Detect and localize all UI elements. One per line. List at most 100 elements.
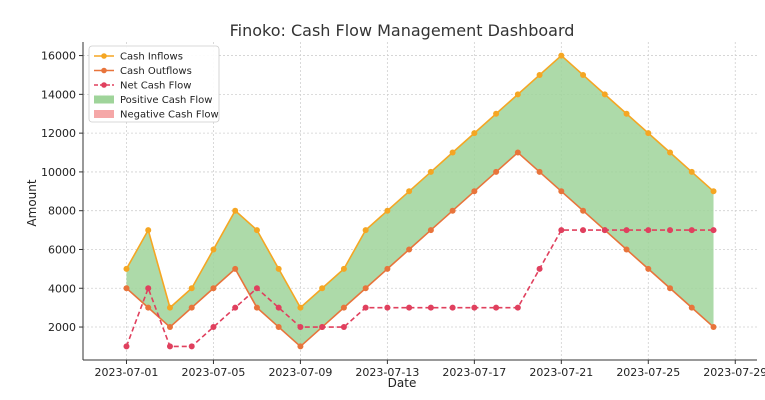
cash-outflows-point	[406, 246, 413, 253]
net-cash-flow-point	[688, 227, 695, 234]
cash-outflows-point	[645, 265, 652, 272]
x-tick-label: 2023-07-25	[616, 366, 680, 379]
net-cash-flow-point	[493, 304, 500, 311]
area-fills	[126, 55, 714, 347]
cash-outflows-point	[253, 304, 260, 311]
cash-outflows-point	[710, 324, 717, 331]
cash-inflows-point	[645, 130, 652, 137]
cash-outflows-point	[340, 304, 347, 311]
cash-outflows-point	[145, 304, 152, 311]
net-cash-flow-point	[340, 324, 347, 331]
net-cash-flow-point	[188, 343, 195, 350]
cash-inflows-point	[210, 246, 217, 253]
x-tick-label: 2023-07-13	[355, 366, 419, 379]
cash-inflows-point	[427, 168, 434, 175]
y-tick-label: 12000	[41, 127, 76, 140]
cash-inflows-point	[471, 130, 478, 137]
x-tick-label: 2023-07-21	[529, 366, 593, 379]
series-lines	[123, 52, 717, 350]
net-cash-flow-point	[319, 324, 326, 331]
x-axis-label: Date	[388, 376, 417, 390]
x-tick-label: 2023-07-17	[442, 366, 506, 379]
cash-inflows-point	[536, 71, 543, 78]
cash-outflows-point	[558, 188, 565, 195]
legend-swatch-negative-cash-flow	[94, 110, 114, 118]
cash-inflows-point	[232, 207, 239, 214]
legend-label-negative-cash-flow: Negative Cash Flow	[120, 110, 219, 121]
net-cash-flow-point	[449, 304, 456, 311]
net-cash-flow-point	[362, 304, 369, 311]
legend-box	[88, 45, 220, 123]
cash-inflows-point	[623, 110, 630, 117]
net-cash-flow-point	[145, 285, 152, 292]
cash-outflows-point	[471, 188, 478, 195]
cash-outflows-point	[580, 207, 587, 214]
legend-swatch-positive-cash-flow	[94, 95, 114, 104]
net-cash-flow-point	[580, 227, 587, 234]
cash-inflows-point	[166, 304, 173, 311]
legend-label-cash-outflows: Cash Outflows	[120, 66, 192, 77]
net-cash-flow-point	[384, 304, 391, 311]
cash-outflows-point	[188, 304, 195, 311]
legend-label-net-cash-flow: Net Cash Flow	[120, 81, 191, 92]
cash-inflows-line	[125, 54, 715, 310]
chart-title: Finoko: Cash Flow Management Dashboard	[230, 21, 575, 40]
legend-marker-cash-outflows	[101, 67, 107, 74]
cash-outflows-point	[493, 168, 500, 175]
net-cash-flow-point	[645, 227, 652, 234]
cash-inflows-point	[297, 304, 304, 311]
cash-inflows-point	[123, 265, 130, 272]
cash-inflows-point	[188, 285, 195, 292]
y-axis-label: Amount	[25, 179, 39, 226]
y-tick-label: 14000	[41, 88, 76, 101]
cash-inflows-point	[340, 265, 347, 272]
legend-label-cash-inflows: Cash Inflows	[120, 52, 183, 63]
legend-label-positive-cash-flow: Positive Cash Flow	[120, 95, 212, 106]
net-cash-flow-point	[427, 304, 434, 311]
cash-inflows-point	[449, 149, 456, 156]
net-cash-flow-point	[297, 324, 304, 331]
x-tick-label: 2023-07-01	[95, 366, 159, 379]
positive-cash-flow-area	[126, 55, 714, 347]
cash-outflows-point	[210, 285, 217, 292]
y-tick-label: 4000	[48, 282, 76, 295]
net-cash-flow-point	[471, 304, 478, 311]
cash-inflows-point	[384, 207, 391, 214]
x-tick-label: 2023-07-05	[181, 366, 245, 379]
cash-inflows-point	[275, 265, 282, 272]
y-tick-label: 6000	[48, 243, 76, 256]
legend-marker-cash-inflows	[101, 53, 107, 59]
cash-inflows-point	[493, 110, 500, 117]
cash-outflows-line	[125, 151, 715, 348]
legend: Cash Inflows Cash Outflows Net Cash Flow Po…	[88, 45, 220, 123]
cash-inflows-point	[710, 188, 717, 195]
net-cash-flow-point	[558, 227, 565, 234]
cash-inflows-point	[319, 285, 326, 292]
net-cash-flow-point	[710, 227, 717, 234]
cash-outflows-point	[427, 227, 434, 234]
cash-inflows-point	[145, 227, 152, 234]
net-cash-flow-point	[275, 304, 282, 311]
cash-outflows-point	[166, 324, 173, 331]
cash-outflows-point	[688, 304, 695, 311]
cash-outflows-point	[297, 343, 304, 350]
axes: 2023-07-01 2023-07-05 2023-07-09 2023-07-13…	[41, 42, 765, 379]
cash-inflows-point	[514, 91, 521, 98]
cash-outflows-point	[536, 168, 543, 175]
cash-inflows-point	[362, 227, 369, 234]
net-cash-flow-point	[253, 285, 260, 292]
y-tick-label: 10000	[41, 166, 76, 179]
cash-outflows-point	[667, 285, 674, 292]
net-cash-flow-point	[601, 227, 608, 234]
net-cash-flow-point	[123, 343, 130, 350]
net-cash-flow-point	[210, 324, 217, 331]
cash-outflows-point	[232, 265, 239, 272]
cash-inflows-point	[253, 227, 260, 234]
cash-outflows-point	[275, 324, 282, 331]
cash-inflows-point	[667, 149, 674, 156]
net-cash-flow-point	[623, 227, 630, 234]
net-cash-flow-point	[166, 343, 173, 350]
y-tick-label: 8000	[48, 205, 76, 218]
y-tick-label: 16000	[41, 50, 76, 63]
